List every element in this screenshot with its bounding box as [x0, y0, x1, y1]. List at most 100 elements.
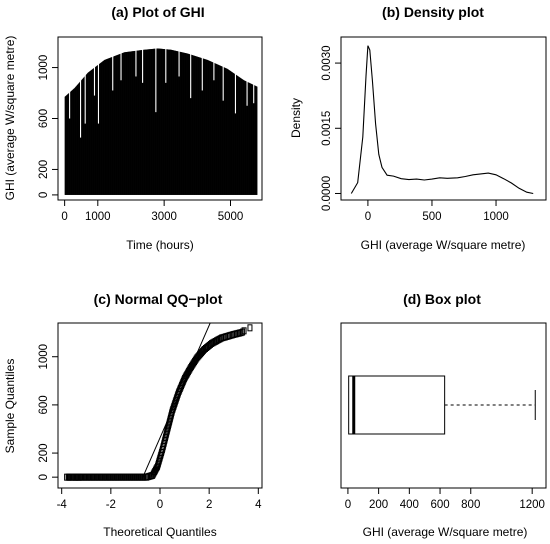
ghi-bar [213, 62, 214, 195]
ghi-bar [65, 95, 67, 195]
ghi-bar [155, 48, 157, 195]
ghi-bar [92, 68, 94, 195]
panel-d-xlabel: GHI (average W/square metre) [363, 525, 528, 539]
density-curve [350, 45, 534, 195]
ghi-bar [102, 60, 104, 195]
ghi-bar [64, 96, 66, 195]
ghi-bar [231, 71, 233, 195]
ghi-bar [85, 74, 87, 195]
ghi-bar [145, 49, 146, 195]
ghi-bar [155, 48, 157, 195]
ghi-bar [154, 48, 156, 195]
ghi-bar [77, 84, 79, 195]
ghi-bar [234, 74, 236, 195]
ghi-bar [196, 56, 198, 195]
ghi-bar [177, 51, 179, 195]
ghi-bar [190, 54, 192, 195]
ghi-bar [75, 86, 77, 195]
ghi-bar [224, 67, 226, 195]
ghi-bar [130, 51, 132, 195]
ghi-bar [237, 76, 239, 195]
panel-c-y-axis-tick-label: 0 [38, 474, 50, 480]
panel-b-x-axis: 0 500 1000 [365, 199, 509, 223]
ghi-bar [205, 59, 207, 195]
ghi-bar [250, 83, 251, 195]
ghi-bar [74, 88, 75, 195]
panel-a-y-axis-tick-label: 200 [38, 160, 50, 179]
ghi-bar [236, 75, 238, 195]
ghi-bar [203, 58, 205, 195]
ghi-bar [120, 53, 122, 195]
panel-c-y-axis-tick-label: 1000 [38, 344, 50, 370]
panel-d-x-axis-tick-label: 800 [461, 499, 480, 511]
ghi-bar [70, 91, 72, 195]
ghi-bar [176, 51, 177, 195]
ghi-bar [244, 80, 245, 195]
ghi-bar [108, 58, 110, 195]
panel-a-x-axis-tick-label: 5000 [218, 211, 244, 223]
ghi-bar [161, 48, 163, 195]
ghi-bar [165, 49, 167, 195]
panel-b-frame [340, 36, 547, 201]
ghi-bar [152, 48, 154, 195]
ghi-bar [136, 50, 138, 195]
panel-b-x-axis-tick-label: 500 [422, 211, 441, 223]
panel-d-x-axis-tick-label: 400 [400, 499, 419, 511]
qq-point [247, 324, 253, 332]
ghi-bar [203, 58, 204, 195]
panel-c-x-axis-tick-label: -2 [106, 499, 116, 511]
ghi-bar [182, 52, 183, 195]
ghi-bar [140, 50, 142, 195]
ghi-bar [113, 56, 115, 195]
ghi-bar [135, 50, 137, 195]
ghi-bar [67, 93, 69, 195]
ghi-bar [111, 57, 113, 195]
ghi-bar [93, 68, 95, 195]
ghi-bar [145, 49, 147, 195]
ghi-bar [172, 50, 173, 195]
ghi-bar [72, 89, 73, 195]
ghi-bar [216, 64, 218, 195]
qq-point [238, 329, 244, 337]
ghi-bar [207, 59, 208, 195]
ghi-bar [199, 57, 200, 195]
ghi-bar [136, 50, 138, 195]
ghi-bar [169, 49, 171, 195]
ghi-bar [123, 52, 125, 195]
ghi-bar [107, 58, 108, 195]
ghi-bar [209, 61, 211, 195]
ghi-bar [86, 74, 87, 195]
ghi-bar [115, 55, 117, 195]
ghi-bar [163, 49, 165, 195]
ghi-bar [89, 71, 91, 195]
ghi-bar [225, 68, 227, 195]
ghi-bar [189, 54, 191, 195]
ghi-bar [191, 54, 193, 195]
ghi-bar [215, 63, 216, 195]
panel-c-x-axis-tick-label: 4 [255, 499, 262, 511]
ghi-bar [119, 54, 121, 195]
ghi-bar [174, 50, 176, 195]
ghi-bar [106, 58, 108, 195]
ghi-bar [110, 57, 112, 195]
ghi-bar [180, 51, 181, 195]
ghi-bar [181, 52, 183, 195]
panel-c-x-axis-tick-label: 2 [206, 499, 212, 511]
ghi-bar [183, 52, 185, 195]
ghi-bar [69, 92, 71, 195]
ghi-bar [192, 55, 194, 195]
ghi-bar [189, 54, 190, 195]
ghi-bar [228, 69, 230, 195]
ghi-bar [121, 53, 122, 195]
ghi-bar [108, 58, 109, 195]
panel-a-ylabel: GHI (average W/square metre) [3, 36, 17, 201]
ghi-bar [193, 55, 194, 195]
ghi-bar [203, 58, 205, 195]
ghi-bar [90, 70, 92, 195]
ghi-bar [146, 49, 148, 195]
ghi-bar [87, 73, 89, 195]
ghi-bar [160, 48, 162, 195]
ghi-bar [256, 86, 258, 195]
ghi-bar [91, 69, 93, 195]
